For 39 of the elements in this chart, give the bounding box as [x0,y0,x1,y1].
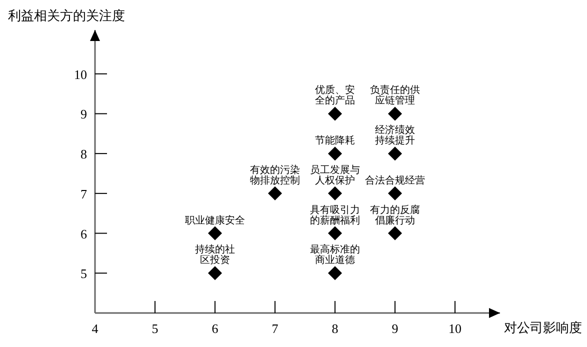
point [328,226,342,240]
y-tick-label: 8 [80,146,87,162]
annotation: 职业健康安全 [185,214,245,226]
point [388,146,402,161]
y-axis-title: 利益相关方的关注度 [8,8,125,23]
point [388,106,402,121]
y-tick-label: 9 [80,106,87,122]
x-tick-label: 8 [332,321,338,336]
x-tick-label: 4 [92,321,99,336]
annotation: 节能降耗 [315,134,355,147]
annotation: 员工发展与人权保护 [310,164,360,186]
annotation: 有力的反腐倡廉行动 [370,204,420,226]
y-tick-label: 6 [80,226,88,242]
x-axis-title: 对公司影响度 [504,320,582,335]
annotation: 负责任的供应链管理 [370,84,420,107]
x-tick-label: 7 [272,321,279,336]
y-tick-label: 5 [80,266,87,282]
annotation: 优质、安全的产品 [315,84,355,107]
y-tick-label: 7 [80,186,88,202]
x-tick-label: 10 [448,321,462,336]
point [328,106,342,121]
x-tick-label: 9 [392,321,398,336]
annotation: 合法合规经营 [365,174,425,186]
point [268,186,282,200]
x-tick-label: 6 [212,321,219,336]
annotation: 有效的污染物排放控制 [250,164,300,186]
point [208,266,222,280]
point [328,186,342,200]
point [388,186,402,200]
annotation: 最高标准的商业道德 [310,244,360,266]
point [328,146,342,161]
annotation: 经济绩效持续提升 [375,124,415,147]
point [388,226,402,240]
point [208,226,222,240]
point [328,266,342,280]
y-tick-label: 10 [74,66,87,82]
x-tick-label: 5 [152,321,158,336]
annotation: 持续的社区投资 [195,244,235,266]
annotation: 具有吸引力的薪酬福利 [310,204,360,226]
